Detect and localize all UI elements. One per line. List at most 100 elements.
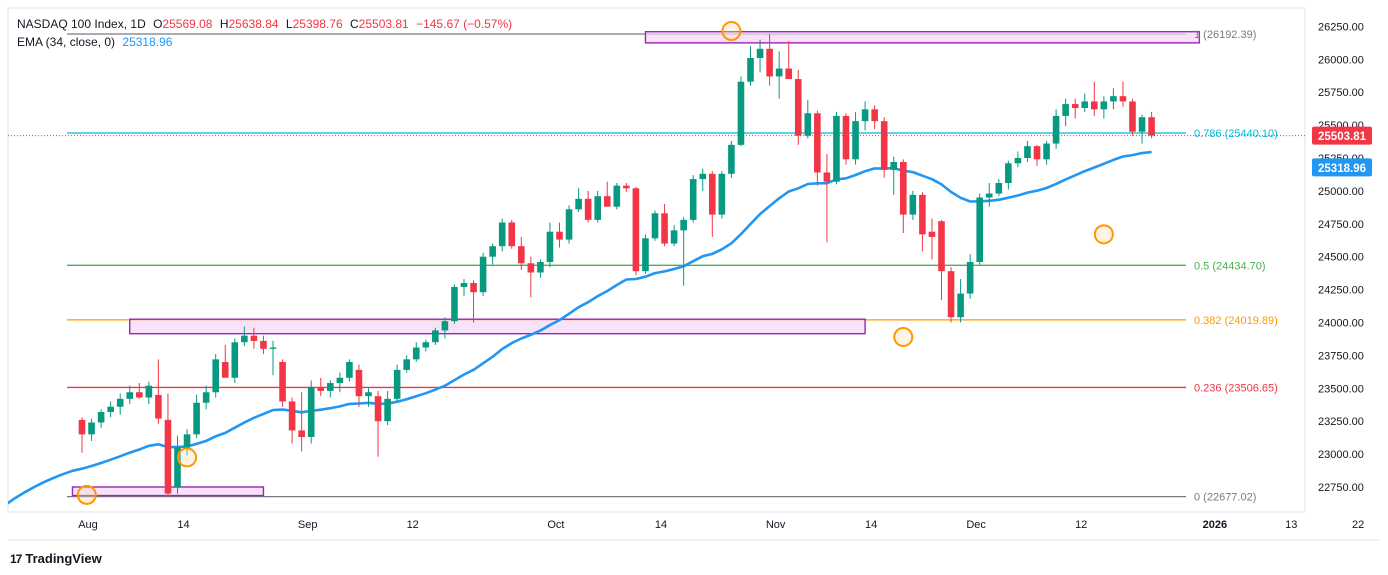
candle xyxy=(737,76,745,147)
x-tick-label: 12 xyxy=(407,519,419,531)
candle-body xyxy=(594,196,601,220)
candle-body xyxy=(1148,117,1155,136)
fib-level-label: 1 (26192.39) xyxy=(1194,29,1256,41)
candle xyxy=(288,397,296,444)
candle-body xyxy=(97,411,105,423)
candle xyxy=(947,267,955,323)
candle-body xyxy=(384,398,391,422)
last-price-tag: 25503.81 xyxy=(1312,126,1372,145)
candle xyxy=(1081,93,1089,112)
candle xyxy=(546,222,554,268)
candle xyxy=(928,218,936,260)
candle-body xyxy=(78,419,86,435)
x-tick-label: Aug xyxy=(78,519,98,531)
candle xyxy=(508,219,516,249)
candle-body xyxy=(412,347,420,360)
candle xyxy=(775,51,783,99)
candle-body xyxy=(699,173,707,180)
candle xyxy=(871,105,878,130)
legend-ema-value: 25318.96 xyxy=(122,35,173,49)
candle-body xyxy=(1119,96,1127,102)
x-tick-label: 14 xyxy=(865,519,877,531)
candle-body xyxy=(747,58,754,82)
candle-body xyxy=(346,361,353,378)
candle xyxy=(432,327,439,345)
candle-body xyxy=(900,161,907,215)
candle xyxy=(451,284,458,324)
candle-body xyxy=(814,113,821,173)
candle-body xyxy=(957,293,964,318)
candle xyxy=(718,171,726,219)
candle-body xyxy=(775,68,783,77)
candle xyxy=(317,377,325,397)
x-tick-label: 22 xyxy=(1352,519,1364,531)
candle-body xyxy=(1081,101,1089,109)
candle-body xyxy=(174,447,181,487)
candle-body xyxy=(976,197,983,262)
candle-body xyxy=(919,194,926,235)
candle-body xyxy=(985,193,993,198)
y-tick-label: 24000.00 xyxy=(1318,318,1364,330)
candle xyxy=(193,394,200,439)
candle-body xyxy=(537,261,544,273)
candle xyxy=(976,193,983,265)
candle-body xyxy=(479,256,487,293)
y-tick-label: 26000.00 xyxy=(1318,54,1364,66)
candle xyxy=(221,344,229,378)
candle-body xyxy=(1071,104,1079,109)
tradingview-logo[interactable]: 17 TradingView xyxy=(10,551,102,566)
candle-body xyxy=(565,209,573,240)
candle xyxy=(833,111,840,185)
candle xyxy=(298,392,305,452)
legend-row-ohlc: NASDAQ 100 Index, 1D O25569.08 H25638.84… xyxy=(17,15,516,33)
legend-c-label: C xyxy=(350,17,359,31)
x-tick-label: Oct xyxy=(547,519,564,531)
time-axis[interactable]: Aug 14 Sep 12 Oct 14 Nov 14 Dec 12 2026 13 22 xyxy=(78,519,1364,531)
legend-ema-label[interactable]: EMA (34, close, 0) xyxy=(17,35,116,49)
candle xyxy=(1062,98,1069,127)
candle-body xyxy=(136,392,143,398)
legend-title[interactable]: NASDAQ 100 Index, 1D xyxy=(17,17,146,31)
fib-labels: 1 (26192.39) 0.786 (25440.10) 0.5 (24434.7… xyxy=(1194,29,1278,504)
candle-body xyxy=(269,347,277,349)
last-price-tag-bg xyxy=(1312,126,1372,145)
fib-level-label: 0.236 (23506.65) xyxy=(1194,382,1278,394)
candle-body xyxy=(804,113,812,136)
candle-body xyxy=(632,188,640,272)
x-tick-label: Dec xyxy=(966,519,986,531)
y-tick-label: 24250.00 xyxy=(1318,285,1364,297)
candle xyxy=(661,204,668,247)
ema-price-tag: 25318.96 xyxy=(1312,158,1372,177)
legend-o-label: O xyxy=(153,17,163,31)
highlight-circle xyxy=(1093,224,1114,245)
candle-body xyxy=(709,173,716,215)
candle-body xyxy=(651,213,659,239)
candle-body xyxy=(603,196,611,207)
candle-body xyxy=(393,369,401,399)
candle-body xyxy=(718,173,726,215)
candles xyxy=(78,34,1155,497)
candle-body xyxy=(909,194,917,215)
last-price-tag-text: 25503.81 xyxy=(1318,131,1367,143)
candle xyxy=(327,380,334,398)
candle-body xyxy=(613,185,621,207)
candle xyxy=(126,385,134,405)
candle-body xyxy=(1062,104,1069,116)
candle-body xyxy=(1091,101,1098,110)
price-axis[interactable]: 22750.00 23000.00 23250.00 23500.00 23750.00… xyxy=(1312,21,1372,494)
candle-body xyxy=(279,361,286,402)
candle xyxy=(900,159,907,234)
candle xyxy=(1148,111,1155,139)
candle-body xyxy=(470,283,477,293)
candle xyxy=(785,40,792,80)
candle-body xyxy=(823,172,831,182)
candle xyxy=(632,186,640,276)
candle xyxy=(689,175,697,223)
candle-body xyxy=(193,402,200,435)
candle-body xyxy=(928,231,936,237)
legend-high: H25638.84 xyxy=(220,17,279,31)
candle xyxy=(642,234,649,274)
candle xyxy=(88,418,95,441)
candle xyxy=(231,338,239,384)
